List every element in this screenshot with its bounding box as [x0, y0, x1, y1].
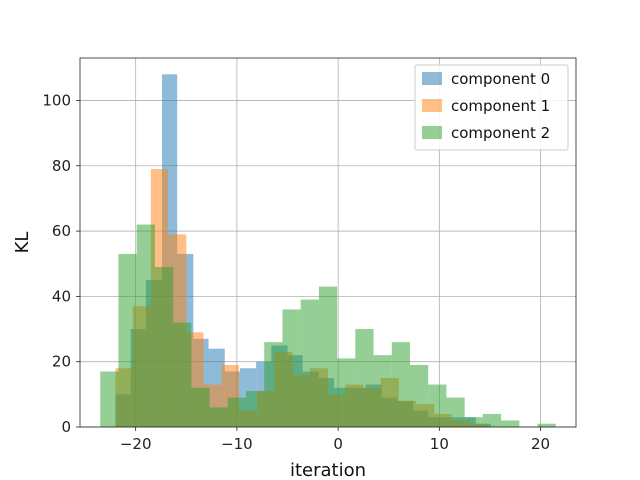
legend-swatch — [422, 99, 442, 112]
histogram-bar — [191, 387, 210, 427]
y-tick-label: 20 — [52, 353, 71, 371]
histogram-bar — [482, 413, 502, 427]
histogram-bar — [282, 309, 301, 427]
x-axis-ticks: −20 −10 0 10 20 — [120, 427, 550, 453]
histogram-bar — [209, 407, 228, 427]
histogram-bar — [501, 420, 520, 427]
histogram-bar — [118, 253, 137, 427]
histogram-bar — [428, 384, 447, 427]
x-tick-label: 10 — [430, 435, 449, 453]
histogram-bar — [464, 417, 483, 427]
histogram-bar — [537, 423, 556, 427]
legend-label: component 1 — [451, 97, 550, 115]
legend: component 0 component 1 component 2 — [414, 64, 569, 151]
histogram-bar — [355, 329, 374, 427]
histogram-bars — [100, 74, 556, 428]
plot-frame — [79, 57, 577, 428]
x-tick-label: −10 — [221, 435, 253, 453]
y-axis-label: KL — [12, 232, 33, 254]
histogram-bar — [246, 391, 265, 427]
y-axis-ticks: 0 20 40 60 80 100 — [42, 91, 80, 436]
y-tick-label: 80 — [52, 157, 71, 175]
legend-swatch — [422, 126, 442, 139]
histogram-bar — [337, 358, 356, 427]
histogram-bar — [446, 397, 465, 427]
x-tick-label: 0 — [333, 435, 343, 453]
histogram-bar — [318, 286, 338, 427]
histogram-bar — [227, 397, 247, 427]
histogram-bar — [409, 364, 429, 427]
legend-box — [414, 64, 569, 151]
histogram-bar — [373, 355, 392, 427]
y-tick-label: 0 — [61, 418, 71, 436]
y-tick-label: 40 — [52, 287, 71, 305]
x-tick-label: −20 — [120, 435, 152, 453]
histogram-bar — [136, 224, 155, 427]
histogram-bar — [300, 299, 319, 427]
x-axis-label: iteration — [290, 460, 366, 480]
histogram-bar — [154, 266, 174, 427]
legend-label: component 2 — [451, 124, 550, 142]
y-tick-label: 100 — [42, 91, 71, 109]
histogram-bar — [264, 342, 283, 427]
y-tick-label: 60 — [52, 222, 71, 240]
legend-label: component 0 — [451, 70, 550, 88]
x-tick-label: 20 — [531, 435, 550, 453]
series-2 — [100, 224, 556, 427]
histogram-bar — [173, 322, 192, 427]
legend-swatch — [422, 72, 442, 85]
histogram-bar — [100, 371, 119, 427]
histogram-bar — [391, 342, 410, 427]
